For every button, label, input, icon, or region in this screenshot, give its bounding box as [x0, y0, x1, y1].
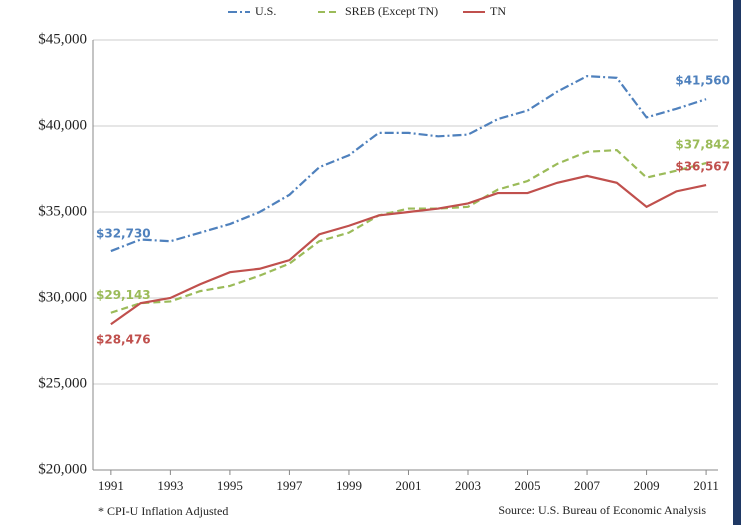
y-tick-label: $35,000: [38, 203, 87, 219]
y-tick-label: $45,000: [38, 31, 87, 47]
value-label: $28,476: [96, 333, 151, 347]
footnote: * CPI-U Inflation Adjusted: [98, 504, 228, 518]
x-tick-label: 2001: [395, 478, 421, 493]
value-label: $37,842: [675, 138, 730, 152]
line-1: [110, 148, 707, 314]
value-label: $32,730: [96, 227, 151, 241]
value-label: $36,567: [675, 160, 730, 174]
line-0: [110, 75, 707, 253]
y-tick-label: $25,000: [38, 375, 87, 391]
x-tick-label: 1993: [157, 478, 183, 493]
y-tick-label: $20,000: [38, 461, 87, 477]
x-tick-label: 2011: [693, 478, 719, 493]
x-tick-label: 2007: [574, 478, 601, 493]
x-tick-label: 2003: [455, 478, 481, 493]
legend-label: SREB (Except TN): [345, 4, 438, 18]
y-tick-label: $40,000: [38, 117, 87, 133]
legend-label: U.S.: [255, 4, 276, 18]
border-band: [733, 0, 741, 525]
x-tick-label: 2005: [515, 478, 541, 493]
source: Source: U.S. Bureau of Economic Analysis: [498, 503, 706, 517]
x-tick-label: 1999: [336, 478, 362, 493]
value-label: $29,143: [96, 288, 151, 302]
value-label: $41,560: [675, 74, 730, 88]
x-tick-label: 2009: [634, 478, 660, 493]
line-2: [110, 174, 707, 326]
x-tick-label: 1991: [98, 478, 124, 493]
x-tick-label: 1997: [276, 478, 303, 493]
y-tick-label: $30,000: [38, 289, 87, 305]
x-tick-label: 1995: [217, 478, 243, 493]
legend-label: TN: [490, 4, 506, 18]
